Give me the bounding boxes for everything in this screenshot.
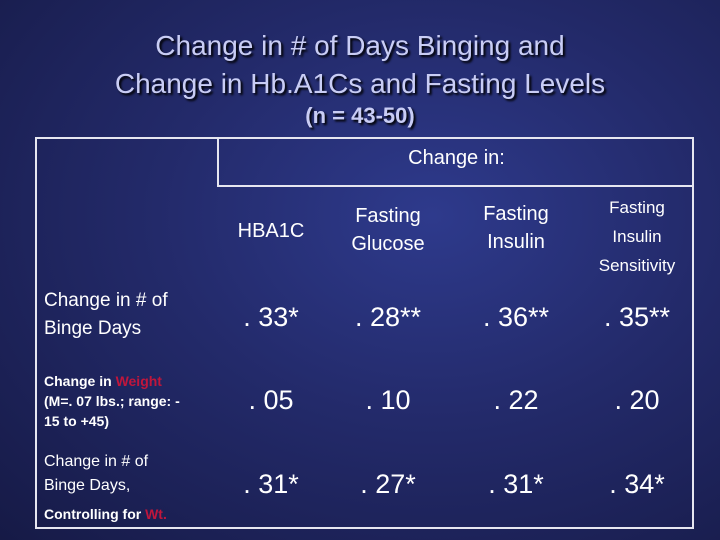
column-header-sensitivity-line2: Insulin (612, 227, 662, 246)
row-label-controlled-prefix: Controlling for (44, 506, 146, 522)
column-header-sensitivity-line3: Sensitivity (598, 256, 676, 275)
column-header-sensitivity-line1: Fasting (609, 198, 665, 217)
row-label-binge-days-controlled: Change in # of Binge Days, Controlling f… (44, 450, 220, 526)
row-label-controlled-line3: Controlling for Wt. (44, 502, 220, 526)
results-table (35, 137, 694, 529)
slide-subtitle: (n = 43-50) (305, 103, 415, 128)
row-label-binge-days-line2: Binge Days (44, 318, 142, 339)
column-header-hba1c: HBA1C (219, 217, 323, 245)
column-header-hba1c-text: HBA1C (237, 220, 305, 242)
row-label-weight-line1: Change in Weight (44, 371, 220, 391)
cell-r1-hba1c: . 33* (243, 302, 299, 332)
row-label-binge-days-line1: Change in # of (44, 290, 168, 311)
column-header-fasting-glucose-line2: Glucose (351, 233, 425, 255)
cell-r2-glucose: . 10 (365, 385, 411, 415)
column-header-fasting-insulin: Fasting Insulin (455, 200, 577, 256)
column-header-fasting-glucose: Fasting Glucose (329, 202, 447, 258)
column-header-fasting-glucose-line1: Fasting (355, 205, 421, 227)
slide-title-line2: Change in Hb.A1Cs and Fasting Levels (114, 68, 606, 99)
cell-r3-glucose: . 27* (360, 469, 416, 499)
cell-r2-sensitivity: . 20 (614, 385, 660, 415)
header-divider-vertical (217, 137, 219, 186)
cell-r1-glucose: . 28** (354, 302, 422, 332)
cell-r2-insulin: . 22 (493, 385, 539, 415)
row-label-controlled-highlight: Wt. (145, 506, 167, 522)
row-label-binge-days: Change in # of Binge Days (44, 287, 220, 343)
slide-title-line1: Change in # of Days Binging and (155, 30, 565, 61)
row-label-weight-line3: 15 to +45) (44, 413, 109, 429)
column-header-fasting-insulin-line2: Insulin (487, 231, 545, 253)
row-label-controlled-line2: Binge Days, (44, 477, 131, 494)
header-divider-horizontal (217, 185, 694, 187)
row-label-weight: Change in Weight (M=. 07 lbs.; range: - … (44, 371, 220, 431)
cell-r3-sensitivity: . 34* (609, 469, 665, 499)
row-label-weight-prefix: Change in (44, 373, 116, 389)
cell-r3-insulin: . 31* (488, 469, 544, 499)
cell-r2-hba1c: . 05 (248, 385, 294, 415)
column-header-fasting-insulin-sensitivity: Fasting Insulin Sensitivity (582, 193, 692, 280)
column-header-fasting-insulin-line1: Fasting (483, 203, 549, 225)
cell-r3-hba1c: . 31* (243, 469, 299, 499)
cell-r1-sensitivity: . 35** (603, 302, 671, 332)
row-label-weight-highlight: Weight (115, 373, 162, 389)
cell-r1-insulin: . 36** (482, 302, 550, 332)
row-label-controlled-line1: Change in # of (44, 453, 149, 470)
row-label-weight-line2: (M=. 07 lbs.; range: - (44, 393, 180, 409)
change-in-header: Change in: (408, 147, 505, 169)
